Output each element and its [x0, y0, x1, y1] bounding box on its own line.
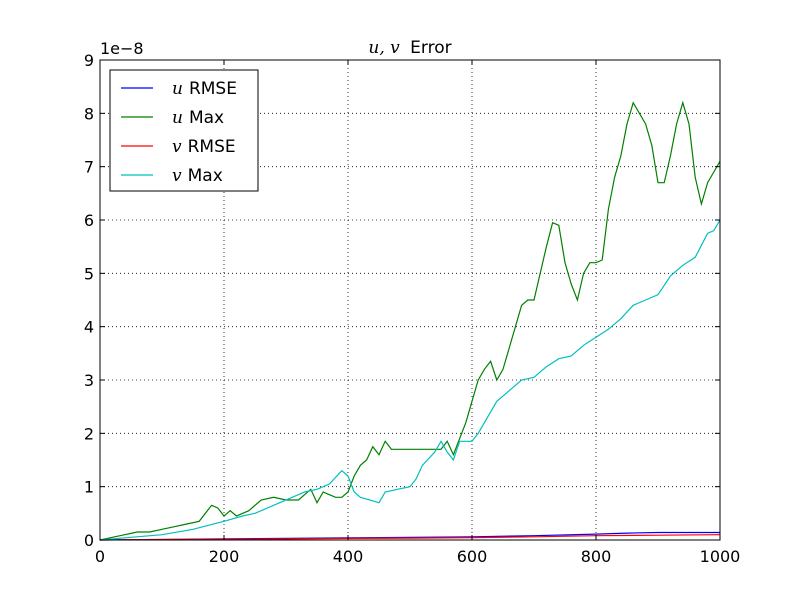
series-line-2 [99, 100, 721, 541]
y-tick-label: 1 [84, 478, 94, 497]
y-tick-label: 5 [84, 264, 94, 283]
y-tick-label: 2 [84, 424, 94, 443]
y-tick-label: 6 [84, 211, 94, 230]
y-tick-label: 0 [84, 531, 94, 550]
legend-box [109, 69, 259, 192]
y-tick-label: 3 [84, 371, 94, 390]
y-tick-label: 7 [84, 158, 94, 177]
x-tick-label: 1000 [700, 547, 741, 566]
series-line-3 [99, 534, 721, 541]
x-tick-label: 200 [209, 547, 240, 566]
legend: u RMSE u Max v RMSE v Max [109, 69, 259, 192]
axis-ticks: 0 200 400 600 800 1000 0 1 2 3 4 5 6 7 8 9 [84, 51, 741, 566]
y-tick-label: 9 [84, 51, 94, 70]
legend-label-2: u Max [172, 108, 224, 128]
y-offset-text: 1e−8 [100, 39, 144, 58]
y-tick-label: 8 [84, 104, 94, 123]
grid [100, 60, 720, 540]
chart-title: u, v Error [368, 38, 451, 58]
legend-label-1: u RMSE [172, 79, 237, 99]
x-tick-label: 400 [333, 547, 364, 566]
chart-title-math: u, v [368, 38, 400, 58]
legend-label-3: v RMSE [172, 137, 236, 157]
legend-label-4: v Max [172, 166, 223, 186]
series-layer [99, 100, 721, 541]
x-tick-label: 600 [457, 547, 488, 566]
y-tick-label: 4 [84, 318, 94, 337]
series-line-4 [99, 219, 721, 541]
plot-frame [99, 59, 721, 541]
x-tick-label: 0 [95, 547, 105, 566]
x-tick-label: 800 [581, 547, 612, 566]
chart-title-text: Error [410, 38, 451, 58]
